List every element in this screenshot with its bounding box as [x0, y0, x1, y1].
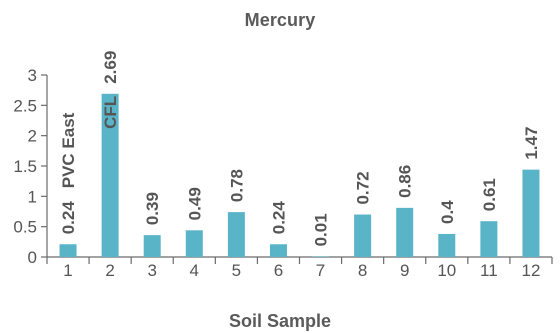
bar-value-label: 2.69	[101, 51, 120, 84]
bar	[438, 233, 456, 257]
x-tick-label: 8	[358, 261, 367, 280]
bar	[396, 207, 414, 257]
y-tick-label: 3	[28, 66, 37, 85]
x-tick-label: 3	[147, 261, 156, 280]
bar	[269, 244, 287, 257]
bar-value-label: 0.24	[269, 201, 288, 235]
y-tick-label: 2	[28, 127, 37, 146]
x-tick-label: 12	[521, 261, 540, 280]
bar	[354, 214, 372, 257]
x-tick-label: 11	[480, 261, 498, 280]
bar	[185, 230, 203, 257]
x-axis: 1 2 3 4 5 6 7 8 9 10 11 12	[46, 256, 553, 280]
x-tick-label: 2	[105, 261, 114, 280]
bar-annotation: PVC East	[59, 112, 78, 188]
x-tick-label: 10	[437, 261, 456, 280]
bar-value-label: 1.47	[522, 127, 541, 160]
chart-title: Mercury	[244, 10, 316, 30]
x-tick-label: 4	[190, 261, 199, 280]
bar-value-label: 0.61	[480, 178, 499, 211]
bar-value-label: 0.72	[354, 171, 373, 204]
x-tick-label: 1	[63, 261, 72, 280]
data-labels: 0.24 2.69 0.39 0.49 0.78 0.24 0.01 0.72 0.86 0.4 0…	[59, 51, 541, 247]
x-tick-label: 7	[316, 261, 325, 280]
x-tick-label: 5	[232, 261, 241, 280]
y-axis: 0 0.5 1 1.5 2 2.5 3	[13, 66, 48, 267]
x-tick-label: 6	[274, 261, 283, 280]
bar	[143, 235, 161, 257]
bar	[312, 256, 330, 257]
x-axis-title: Soil Sample	[228, 311, 332, 331]
y-tick-label: 1.5	[13, 157, 37, 176]
bar-value-label: 0.24	[59, 201, 78, 235]
bar	[522, 169, 540, 257]
x-tick-label: 9	[400, 261, 409, 280]
bar	[480, 221, 498, 257]
bar-value-label: 0.4	[438, 200, 457, 224]
bar	[59, 244, 77, 257]
bar-value-label: 0.49	[185, 187, 204, 220]
bar	[101, 93, 119, 257]
y-tick-label: 0	[28, 248, 37, 267]
y-tick-label: 2.5	[13, 96, 37, 115]
y-tick-label: 0.5	[13, 218, 37, 237]
bar-value-label: 0.01	[312, 213, 331, 246]
bar-value-label: 0.86	[396, 165, 415, 198]
bar-series	[59, 93, 540, 257]
y-tick-label: 1	[28, 187, 37, 206]
bar-value-label: 0.39	[143, 192, 162, 225]
bar	[227, 212, 245, 257]
bar-annotation: CFL	[101, 96, 120, 129]
bar-value-label: 0.78	[227, 169, 246, 202]
